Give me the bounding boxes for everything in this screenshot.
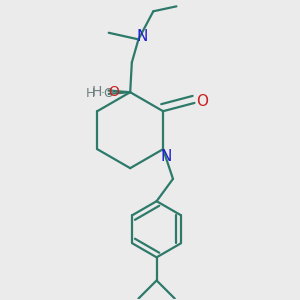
Text: N: N	[137, 29, 148, 44]
Text: ·O: ·O	[100, 87, 114, 101]
Text: H: H	[86, 87, 95, 101]
Text: O: O	[109, 85, 120, 98]
Text: N: N	[161, 149, 172, 164]
Text: O: O	[196, 94, 208, 109]
Text: H: H	[92, 85, 102, 98]
